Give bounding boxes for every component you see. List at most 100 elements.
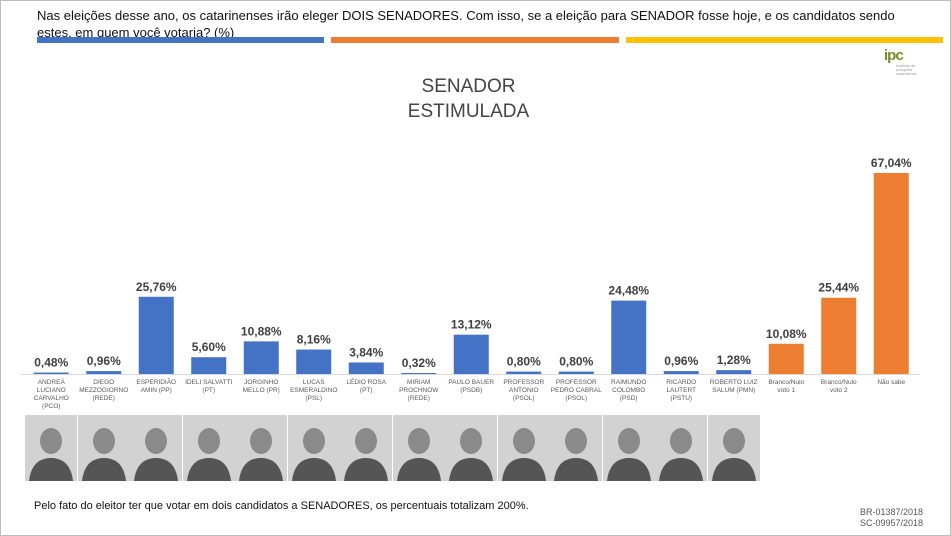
category-label-line: voto 2 <box>830 387 848 394</box>
candidate-photo-2 <box>130 415 183 481</box>
category-label-13: ROBERTO LUIZ SALUM (PMN) <box>710 379 758 394</box>
category-label-line: Branco/Nulo <box>821 379 857 386</box>
candidate-photo-10 <box>550 415 603 481</box>
survey-question: Nas eleições desse ano, os catarinenses … <box>37 8 895 40</box>
stripe-blue <box>37 37 324 43</box>
bar-4 <box>243 341 279 374</box>
category-label-line: PROFESSOR <box>556 379 597 386</box>
bar-3 <box>191 357 227 374</box>
chart-title-line-2: ESTIMULADA <box>407 101 530 122</box>
category-label-line: Não sabe <box>877 379 905 386</box>
category-label-line: AMIN (PP) <box>141 387 172 394</box>
candidate-photo-5 <box>287 415 340 481</box>
candidate-photo-4 <box>235 415 288 481</box>
category-label-16: Não sabe <box>877 379 905 386</box>
bar-5 <box>296 349 332 374</box>
value-label-9: 0,80% <box>507 355 541 369</box>
category-label-0: ANDREÁ LUCIANO CARVALHO (PCO) <box>34 377 69 410</box>
value-label-15: 25,44% <box>818 281 859 295</box>
category-label-line: voto 1 <box>777 387 795 394</box>
chart-title-line-1: SENADOR <box>421 76 516 97</box>
bar-9 <box>506 371 542 374</box>
category-label-line: (PSOL) <box>513 395 535 402</box>
category-label-3: IDELI SALVATTI (PT) <box>185 379 233 394</box>
category-label-line: PEDRO CABRAL <box>551 387 602 394</box>
category-label-15: Branco/Nulo voto 2 <box>821 379 857 394</box>
value-label-4: 10,88% <box>241 324 282 338</box>
value-label-8: 13,12% <box>451 318 492 332</box>
footnote: Pelo fato do eleitor ter que votar em do… <box>34 500 529 512</box>
registration-br: BR-01387/2018 <box>860 507 924 517</box>
category-label-4: JORGINHO MELLO (PR) <box>243 379 280 394</box>
value-label-6: 3,84% <box>349 345 383 359</box>
category-label-line: (REDE) <box>408 395 430 402</box>
category-label-7: MIRIAM PROCHNOW (REDE) <box>399 379 439 402</box>
category-label-line: PROFESSOR <box>503 379 544 386</box>
category-label-9: PROFESSOR ANTONIO (PSOL) <box>503 379 544 402</box>
bar-6 <box>348 362 384 374</box>
bar-15 <box>821 297 857 374</box>
bar-14 <box>768 343 804 374</box>
candidate-photo-3 <box>182 415 235 481</box>
bar-13 <box>716 370 752 374</box>
bar-12 <box>663 371 699 374</box>
candidate-photo-1 <box>77 415 130 481</box>
stripe-yellow <box>626 37 943 43</box>
category-label-line: ANDREÁ <box>38 377 66 386</box>
category-label-line: MEZZOGIORNO <box>79 387 128 394</box>
value-label-7: 0,32% <box>402 356 436 370</box>
bar-0 <box>33 372 69 374</box>
category-label-line: (PSDB) <box>460 387 482 394</box>
category-label-line: (REDE) <box>93 395 115 402</box>
stripe-orange <box>331 37 619 43</box>
category-label-10: PROFESSOR PEDRO CABRAL (PSOL) <box>551 379 602 402</box>
candidate-photo-13 <box>707 415 760 481</box>
category-label-12: RICARDO LAUTERT (PSTU) <box>666 379 696 402</box>
category-label-line: (PSD) <box>620 395 638 402</box>
category-label-line: IDELI SALVATTI <box>185 379 233 386</box>
category-label-line: (PT) <box>360 387 373 394</box>
category-label-line: COLOMBO <box>612 387 645 394</box>
candidate-photo-12 <box>655 415 708 481</box>
bar-1 <box>86 371 122 374</box>
category-label-1: DIEGO MEZZOGIORNO (REDE) <box>79 379 128 402</box>
value-label-10: 0,80% <box>559 355 593 369</box>
category-label-line: (PSOL) <box>565 395 587 402</box>
value-label-16: 67,04% <box>871 156 912 170</box>
logo-mark: ipc <box>884 47 904 64</box>
category-label-8: PAULO BAUER (PSDB) <box>448 379 494 394</box>
category-label-6: LÉDIO ROSA (PT) <box>346 377 386 394</box>
value-label-12: 0,96% <box>664 354 698 368</box>
category-label-line: JORGINHO <box>244 379 278 386</box>
ipc-logo: ipc instituto de pesquisa catarinense <box>884 47 924 76</box>
bar-8 <box>453 334 489 374</box>
category-label-line: (PT) <box>202 387 215 394</box>
value-label-11: 24,48% <box>608 284 649 298</box>
value-label-13: 1,28% <box>717 353 751 367</box>
category-label-line: LAUTERT <box>667 387 697 394</box>
bar-2 <box>138 296 174 374</box>
category-label-line: PAULO BAUER <box>448 379 494 386</box>
category-label-5: LUCAS ESMERALDINO (PSL) <box>290 379 337 402</box>
value-label-1: 0,96% <box>87 354 121 368</box>
bar-11 <box>611 300 647 374</box>
logo-subtitle: instituto de pesquisa catarinense <box>896 63 917 76</box>
category-label-line: (PSTU) <box>670 395 692 402</box>
category-label-line: ANTONIO <box>509 387 539 394</box>
category-label-line: PROCHNOW <box>399 387 439 394</box>
value-label-2: 25,76% <box>136 280 177 294</box>
value-label-0: 0,48% <box>34 356 68 370</box>
category-label-line: (PCO) <box>42 403 60 410</box>
candidate-photo-11 <box>602 415 655 481</box>
category-label-line: Branco/Nulo <box>768 379 804 386</box>
category-label-line: SALUM (PMN) <box>712 387 755 394</box>
category-label-2: ESPERIDIÃO AMIN (PP) <box>136 377 176 394</box>
bar-7 <box>401 373 437 374</box>
category-label-line: MIRIAM <box>407 379 430 386</box>
category-label-14: Branco/Nulo voto 1 <box>768 379 804 394</box>
value-label-3: 5,60% <box>192 340 226 354</box>
candidate-photo-9 <box>497 415 550 481</box>
category-label-line: LÉDIO ROSA <box>346 377 386 386</box>
category-label-line: RAIMUNDO <box>611 379 646 386</box>
